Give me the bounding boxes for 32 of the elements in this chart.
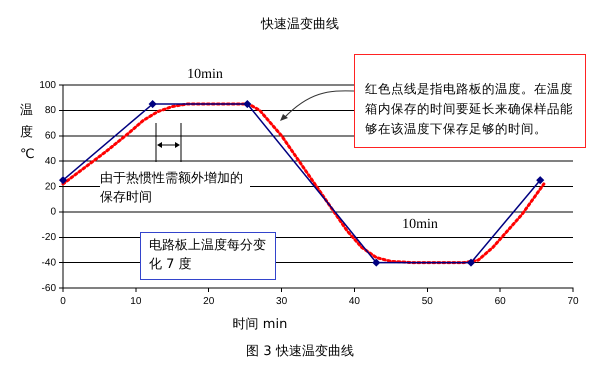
y-tick-label: 40	[44, 156, 56, 167]
y-tick-label: 20	[44, 181, 56, 192]
point	[148, 100, 156, 108]
y-tick-label: 80	[44, 105, 56, 116]
x-axis-title: 时间 min	[232, 316, 288, 334]
x-tick-label: 30	[276, 296, 288, 307]
y-tick-label: 100	[39, 80, 56, 91]
callout-box: 红色点线是指电路板的温度。在温度箱内保存的时间要延长来确保样品能够在该温度下保存足够的时间。	[354, 54, 586, 148]
x-tick-label: 50	[422, 296, 434, 307]
x-tick-label: 60	[494, 296, 506, 307]
point	[467, 258, 475, 266]
annotation: 10min	[401, 216, 439, 234]
x-tick-label: 40	[348, 296, 360, 307]
y-tick-label: 60	[44, 130, 56, 142]
x-tick-label: 10	[130, 296, 142, 307]
annotation: 由于热惯性需额外增加的保存时间	[100, 170, 250, 208]
caption: 图 3 快速温变曲线	[245, 343, 355, 361]
y-tick-label: -60	[42, 282, 56, 294]
text: 10min	[186, 66, 224, 84]
x-tick-label: 20	[203, 296, 215, 307]
point	[536, 176, 544, 184]
point	[372, 258, 380, 266]
y-tick-label: 0	[50, 206, 56, 218]
callout-box: 电路板上温度每分变化 7 度	[140, 232, 276, 280]
x-tick-label: 70	[567, 296, 579, 307]
y-axis-title: 温度℃	[20, 102, 35, 164]
y-tick-label: -40	[42, 257, 56, 268]
point	[59, 176, 67, 184]
chart-title: 快速温变曲线	[260, 16, 340, 34]
point	[244, 100, 252, 108]
y-tick-label: -20	[42, 232, 56, 243]
x-tick-label: 0	[60, 296, 66, 307]
